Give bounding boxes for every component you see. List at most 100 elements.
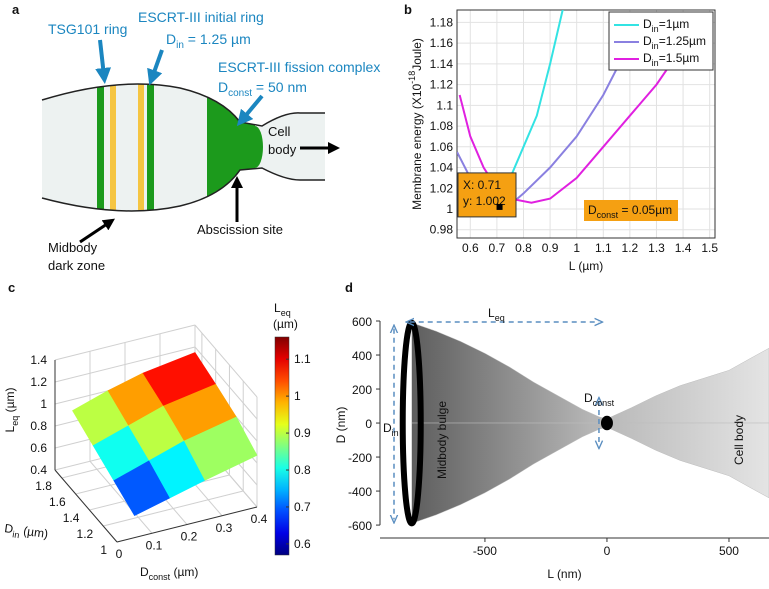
axis-line [116,506,258,543]
line [458,52,679,204]
x-tick-label: 0.4 [251,512,268,526]
x-tick-label: 500 [719,544,739,558]
x-tick-label: -500 [473,544,497,558]
z-tick-label: 0.6 [30,441,47,455]
y-axis-label: Membrane energy (X10-18Joule) [407,38,424,210]
x-tick-label: 0.6 [462,241,479,255]
y-tick-label: -200 [348,451,372,465]
grid-line [194,324,258,398]
y-tick-label: 1.04 [430,161,454,175]
legend-entry-part: =1.25µm [659,34,706,48]
y-tick-label: 1.6 [49,495,66,509]
z-tick-label: 1.2 [30,375,47,389]
profile-area [411,322,769,424]
x-tick-label: 0.7 [489,241,506,255]
legend-entry-part: =1.5µm [659,51,700,65]
y-tick-label: 1 [446,202,453,216]
datatip-text: y: 1.002 [463,194,506,208]
label-part: D [218,79,228,95]
y-tick-label: 1.02 [430,181,454,195]
x-tick-label: 1.2 [622,241,639,255]
y-axis-label-part: in [12,529,20,540]
annotation-part: const [597,210,619,220]
z-tick-label: 1 [40,397,47,411]
x-tick-label: 1.5 [701,241,718,255]
annotation-part: D [588,203,597,217]
fission-cap [247,126,263,168]
x-tick-label: 1 [573,241,580,255]
z-axis-label-part: eq [10,416,20,426]
x-tick-label: 0.1 [146,538,163,552]
y-tick-label: 0 [365,417,372,431]
x-tick-label: 1.1 [595,241,612,255]
x-tick-label: 1.4 [675,241,692,255]
label: Abscission site [197,222,283,237]
escrt-band [147,84,154,211]
x-axis-label: L (µm) [569,259,603,273]
grid-line [89,460,153,534]
datatip-marker [496,203,503,210]
y-tick-label: 1.08 [430,119,454,133]
outline [41,83,325,212]
colorbar-label: Leq [274,301,291,318]
annotation: Midbody bulge [435,401,449,479]
annotation: Din [383,421,399,438]
colorbar-label: (µm) [273,317,298,331]
y-tick-label: 1.18 [430,15,454,29]
colorbar-tick-label: 0.7 [294,500,311,514]
label: Midbody [48,240,98,255]
y-tick-label: 600 [352,315,372,329]
legend-entry: Din=1µm [643,17,689,34]
label-part: const [228,88,252,99]
annotation-part: D [584,391,593,405]
colorbar [274,336,290,556]
legend-entry-part: D [643,51,652,65]
label-part: = 50 nm [252,79,307,95]
y-tick-label: 400 [352,349,372,363]
annotation: Cell body [732,415,746,465]
z-axis-label: Leq (µm) [3,388,20,433]
panel-label: d [345,280,353,295]
annotation: Dconst = 0.05µm [588,203,672,220]
x-tick-label: 0.8 [515,241,532,255]
colorbar-tick-label: 0.9 [294,426,311,440]
x-tick-label: 0.9 [542,241,559,255]
colorbar-tick-label: 1.1 [294,352,311,366]
panel-a: TSG101 ring ESCRT-III initial ring Din =… [41,9,380,273]
x-axis-label-part: D [140,565,149,579]
axis-line [54,469,118,543]
dark-zone-band [110,84,116,211]
label: Cell [268,124,291,139]
label-part: = 1.25 µm [184,31,251,47]
y-tick-label: 1.16 [430,36,454,50]
colorbar-tick-label: 0.6 [294,537,311,551]
label: Din = 1.25 µm [166,31,251,51]
x-tick-label: 0 [116,547,123,561]
colorbar-tick-label: 1 [294,389,301,403]
annotation-part: eq [495,313,505,323]
grid-line [103,490,244,527]
x-axis-label: L (nm) [547,567,581,581]
y-axis-label-part: -18 [407,71,417,84]
annotation-part: in [392,428,399,438]
y-tick-label: 1.14 [430,57,454,71]
y-tick-label: 0.98 [430,223,454,237]
x-axis-label-part: (µm) [170,565,198,579]
z-tick-label: 0.8 [30,419,47,433]
legend-entry-part: in [652,58,659,68]
arrow [236,94,264,127]
z-tick-label: 1.4 [30,353,47,367]
legend-entry-part: D [643,17,652,31]
y-tick-label: 1 [100,543,107,557]
x-tick-label: 0.2 [181,530,198,544]
annotation: Dconst [584,391,615,408]
y-axis-label-part: Joule) [410,38,424,71]
label: body [268,142,297,157]
panel-label: a [12,2,20,17]
label: ESCRT-III initial ring [138,9,264,25]
annotation-part: = 0.05µm [618,203,672,217]
y-tick-label: 1.4 [63,511,80,525]
datatip-box [457,172,517,218]
legend-entry-part: D [643,34,652,48]
